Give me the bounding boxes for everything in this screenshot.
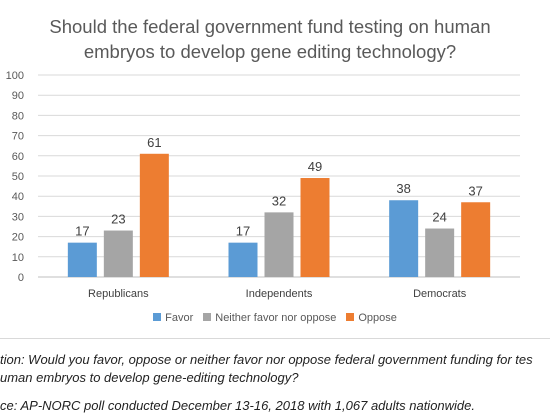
legend-label: Oppose [358,312,397,324]
bar [389,200,419,277]
question-note-line1: tion: Would you favor, oppose or neither… [0,352,533,367]
legend-item: Neither favor nor oppose [203,312,336,324]
data-label: 23 [111,212,125,227]
question-note-line2: uman embryos to develop gene-editing tec… [0,370,299,385]
legend-swatch [153,313,162,321]
y-tick-label: 30 [12,211,24,223]
bar [264,212,294,277]
y-tick-label: 80 [12,110,24,122]
legend-item: Oppose [346,312,397,324]
bar [103,230,133,277]
data-label: 17 [75,224,89,239]
bar [139,153,169,277]
data-label: 24 [432,210,446,225]
y-tick-label: 50 [12,171,24,183]
legend-swatch [346,313,355,321]
legend-label: Neither favor nor oppose [215,312,337,324]
y-tick-label: 20 [12,232,24,244]
data-label: 61 [147,135,161,150]
bar [228,242,258,277]
y-tick-label: 90 [12,90,24,102]
legend-swatch [203,313,212,321]
data-label: 17 [236,224,250,239]
bar [461,202,491,277]
x-category-label: Republicans [88,288,149,300]
legend-item: Favor [153,312,193,324]
data-label: 37 [468,183,482,198]
data-label: 38 [396,181,410,196]
bar [425,228,455,277]
source-note: ce: AP-NORC poll conducted December 13-1… [0,398,476,413]
data-label: 49 [308,159,322,174]
x-category-label: Democrats [413,288,467,300]
chart-legend: Favor Neither favor nor oppose Oppose [0,312,550,324]
bar [300,178,330,277]
chart-area: Should the federal government fund testi… [0,16,550,339]
bar [67,242,97,277]
legend-label: Favor [165,312,194,324]
y-tick-label: 60 [12,151,24,163]
chart-title: Should the federal government fund testi… [49,16,491,62]
y-tick-label: 100 [6,70,24,82]
y-tick-label: 0 [18,272,24,284]
data-label: 32 [272,193,286,208]
y-tick-label: 10 [12,252,24,264]
y-tick-label: 70 [12,131,24,143]
x-category-label: Independents [246,288,313,300]
bar-chart: 0 10 20 30 40 50 60 70 80 90 100 17 23 61 Republicans 1… [6,70,520,300]
y-tick-label: 40 [12,191,24,203]
